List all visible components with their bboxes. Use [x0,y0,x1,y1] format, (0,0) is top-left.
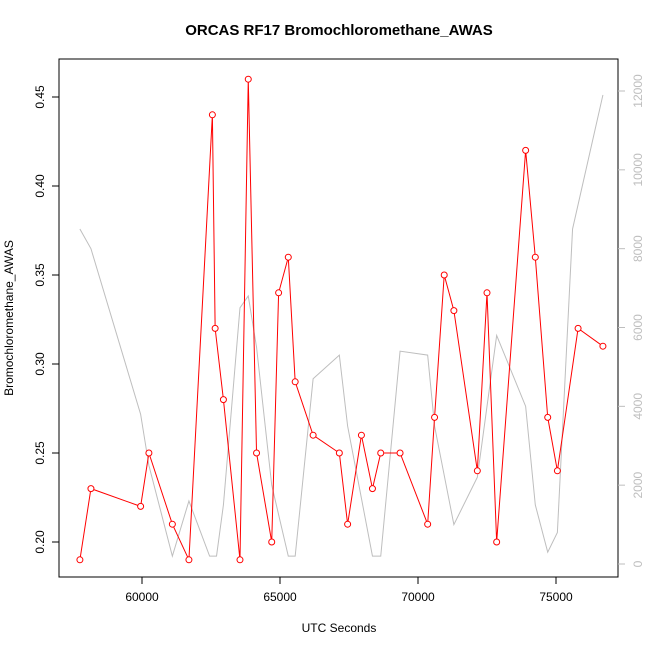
data-point [522,146,530,154]
data-point [368,485,376,493]
plot-frame [58,58,619,578]
data-point [309,431,317,439]
data-point [185,556,193,564]
y-tick-label: 0.40 [33,174,47,198]
y-axis-label: Bromochloromethane_AWAS [2,240,16,396]
data-point [377,449,385,457]
data-point [493,538,501,546]
data-point [244,75,252,83]
data-point [574,324,582,332]
data-point [531,253,539,261]
y2-tick-label: 8000 [631,235,645,262]
y-tick-label: 0.25 [33,441,47,465]
data-point [440,271,448,279]
data-point [268,538,276,546]
y2-tick-label: 0 [631,560,645,567]
data-point [431,413,439,421]
y-axis-left: 0.20 0.25 0.30 0.35 0.40 0.45 [33,85,59,554]
x-tick-label: 70000 [401,590,435,604]
y2-tick-label: 4000 [631,393,645,420]
data-point [291,378,299,386]
y2-tick-label: 12000 [631,74,645,108]
data-point [396,449,404,457]
data-point [211,324,219,332]
data-point [76,556,84,564]
secondary-series-line [79,94,604,558]
data-point [275,289,283,297]
chart-title: ORCAS RF17 Bromochloromethane_AWAS [185,22,493,39]
y-axis-right: 0 2000 4000 6000 8000 10000 12000 [618,74,645,567]
data-point [284,253,292,261]
data-point [168,520,176,528]
data-point [253,449,261,457]
y2-tick-label: 6000 [631,314,645,341]
data-point [344,520,352,528]
data-point [219,396,227,404]
y-tick-label: 0.20 [33,530,47,554]
data-point [450,307,458,315]
data-point [137,502,145,510]
y-tick-label: 0.30 [33,352,47,376]
data-point [599,342,607,350]
data-point [544,413,552,421]
series-layer [76,75,607,564]
data-point [553,467,561,475]
x-axis: 60000 65000 70000 75000 [125,577,573,604]
y-tick-label: 0.35 [33,263,47,287]
x-tick-label: 65000 [263,590,297,604]
data-point [335,449,343,457]
y2-tick-label: 2000 [631,471,645,498]
data-point [208,111,216,119]
x-tick-label: 75000 [539,590,573,604]
data-point [357,431,365,439]
data-point [145,449,153,457]
data-point [236,556,244,564]
x-axis-label: UTC Seconds [302,621,377,635]
x-tick-label: 60000 [125,590,159,604]
y2-tick-label: 10000 [631,153,645,187]
data-point [424,520,432,528]
data-point [87,485,95,493]
data-point [483,289,491,297]
data-point [473,467,481,475]
y-tick-label: 0.45 [33,85,47,109]
primary-series-line [79,79,604,561]
